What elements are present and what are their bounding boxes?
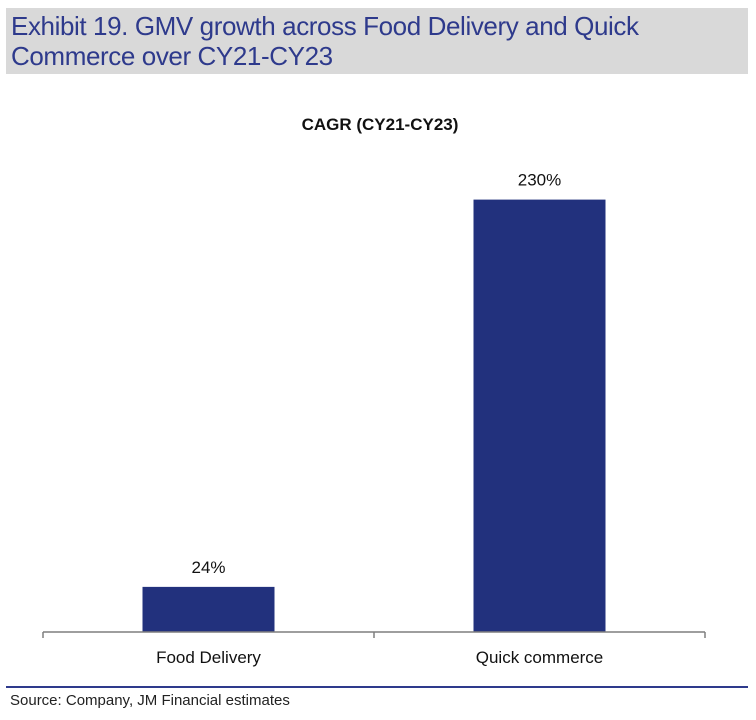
x-tick-label: Quick commerce: [476, 648, 604, 667]
source-divider: [6, 686, 748, 688]
exhibit-title: Exhibit 19. GMV growth across Food Deliv…: [11, 11, 639, 71]
bar-food-delivery: [142, 586, 275, 632]
source-note: Source: Company, JM Financial estimates: [10, 692, 290, 709]
cagr-bar-chart: CAGR (CY21-CY23) 24% Food Delivery 230% Qui…: [42, 115, 706, 667]
bars-layer: 24% Food Delivery 230% Quick commerce: [142, 171, 606, 667]
x-tick-label: Food Delivery: [156, 648, 261, 667]
data-label: 24%: [191, 558, 225, 577]
exhibit-header: Exhibit 19. GMV growth across Food Deliv…: [6, 8, 748, 74]
chart-title: CAGR (CY21-CY23): [302, 115, 459, 134]
bar-quick-commerce: [473, 199, 606, 632]
data-label: 230%: [518, 171, 561, 190]
